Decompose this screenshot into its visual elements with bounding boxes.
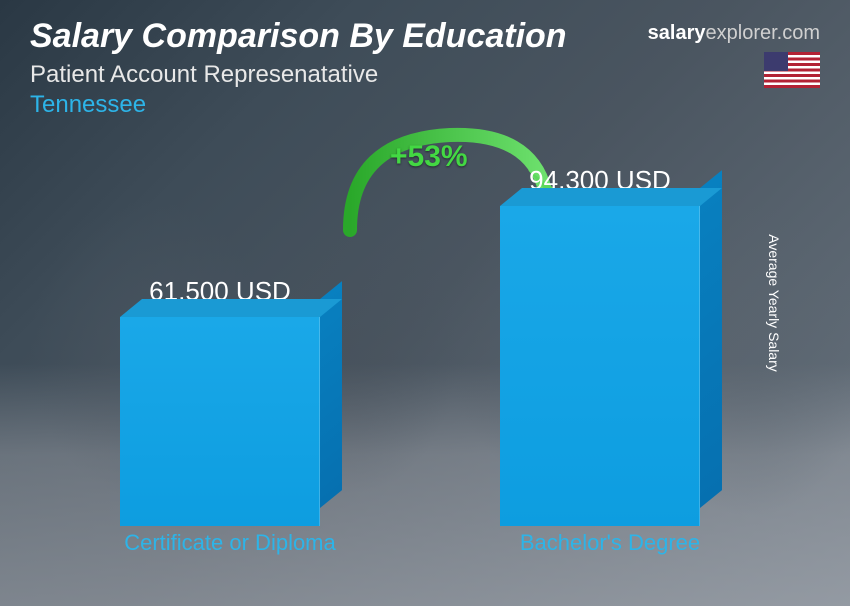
location: Tennessee bbox=[30, 91, 820, 119]
bar-bachelor: 94,300 USD bbox=[500, 165, 700, 526]
brand-logo: salaryexplorer.com bbox=[648, 22, 820, 45]
flag-icon bbox=[764, 52, 820, 88]
bar-label: Bachelor's Degree bbox=[480, 530, 740, 556]
brand-light: explorer bbox=[706, 22, 777, 44]
percent-increase-badge: +53% bbox=[390, 140, 468, 174]
bar-certificate: 61,500 USD bbox=[120, 276, 320, 526]
job-title: Patient Account Represenatative bbox=[30, 61, 820, 89]
brand-strong: salary bbox=[648, 22, 706, 44]
salary-bar-chart: +53% 61,500 USD 94,300 USD Certificate o… bbox=[60, 150, 790, 566]
bar-label: Certificate or Diploma bbox=[100, 530, 360, 556]
brand-tld: .com bbox=[777, 22, 820, 44]
